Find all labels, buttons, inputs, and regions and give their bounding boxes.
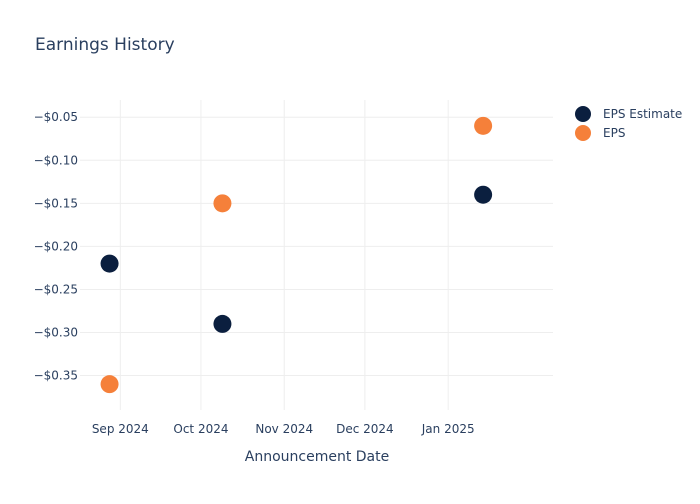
y-tick-label: −$0.15 xyxy=(34,196,78,210)
x-tick-label: Dec 2024 xyxy=(336,422,394,436)
y-tick-label: −$0.05 xyxy=(34,110,78,124)
x-axis-title: Announcement Date xyxy=(245,449,389,465)
x-axis-ticks: Sep 2024 Oct 2024 Nov 2024 Dec 2024 Jan 2025 xyxy=(92,422,475,436)
x-tick-label: Oct 2024 xyxy=(173,422,228,436)
y-tick-label: −$0.30 xyxy=(34,326,78,340)
eps-point[interactable] xyxy=(100,375,119,394)
y-axis-ticks: −$0.05 −$0.10 −$0.15 −$0.20 −$0.25 −$0.30 −$0.… xyxy=(34,110,78,382)
data-points xyxy=(100,116,493,394)
eps-point[interactable] xyxy=(213,194,232,213)
chart-title: Earnings History xyxy=(35,35,175,55)
eps-estimate-point[interactable] xyxy=(474,185,493,204)
legend-label: EPS xyxy=(603,126,625,140)
y-tick-label: −$0.25 xyxy=(34,282,78,296)
legend-item[interactable]: EPS Estimate xyxy=(575,106,682,122)
y-tick-label: −$0.35 xyxy=(34,369,78,383)
y-tick-label: −$0.10 xyxy=(34,153,78,167)
legend-item[interactable]: EPS xyxy=(575,125,625,141)
legend-marker xyxy=(575,106,591,122)
gridlines xyxy=(80,100,553,410)
x-tick-label: Nov 2024 xyxy=(255,422,313,436)
legend-marker xyxy=(575,125,591,141)
eps-point[interactable] xyxy=(474,116,493,135)
x-tick-label: Sep 2024 xyxy=(92,422,149,436)
x-tick-label: Jan 2025 xyxy=(421,422,475,436)
eps-estimate-point[interactable] xyxy=(213,314,232,333)
legend[interactable]: EPS Estimate EPS xyxy=(575,106,682,141)
legend-label: EPS Estimate xyxy=(603,107,682,121)
eps-estimate-point[interactable] xyxy=(100,254,119,273)
y-tick-label: −$0.20 xyxy=(34,239,78,253)
